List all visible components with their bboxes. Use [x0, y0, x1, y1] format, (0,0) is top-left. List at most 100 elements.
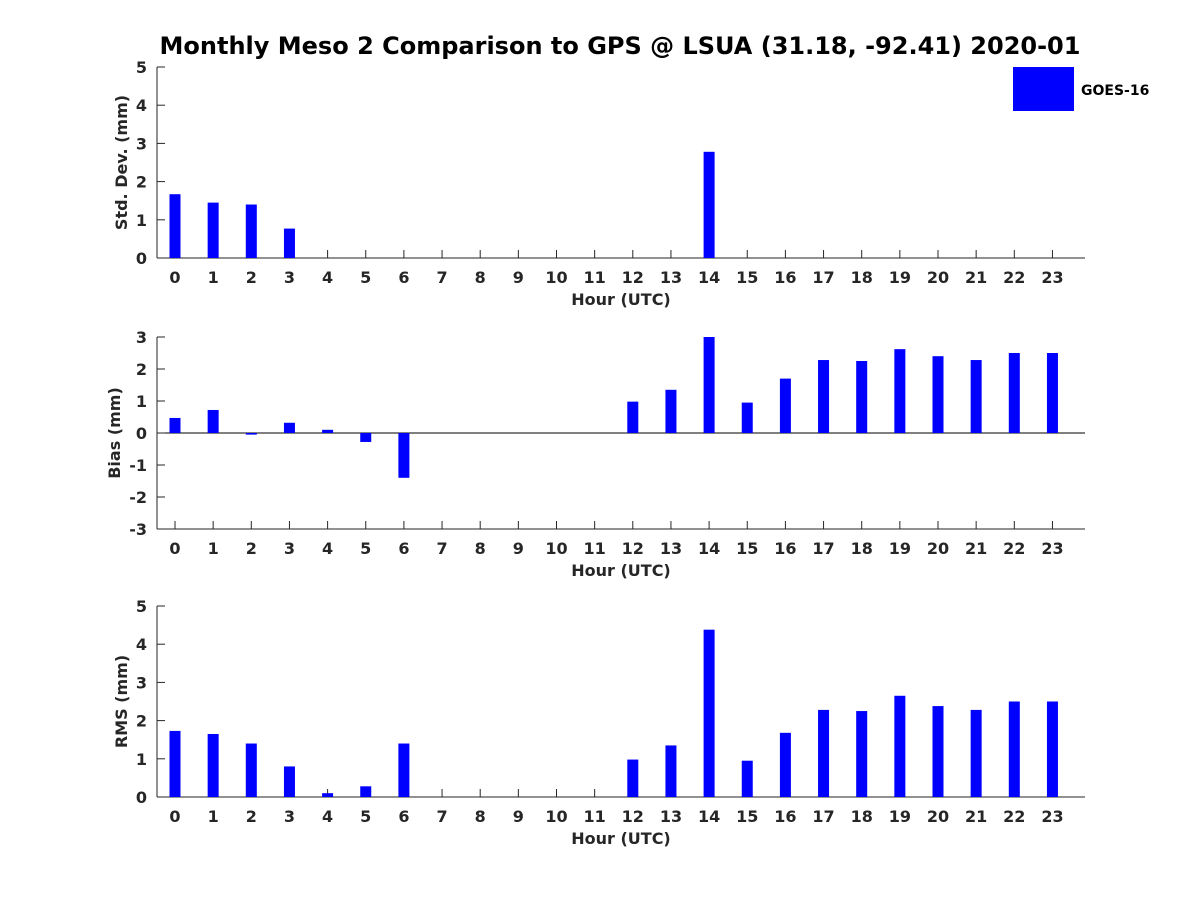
x-tick-label: 13 — [660, 807, 682, 826]
legend-swatch-goes16 — [1013, 67, 1074, 111]
chart-title: Monthly Meso 2 Comparison to GPS @ LSUA … — [160, 32, 1081, 60]
bias-bar-hour-1 — [207, 409, 219, 433]
bias-bar-hour-4 — [322, 429, 334, 433]
x-tick-label: 9 — [513, 268, 524, 287]
y-tick-label: -3 — [129, 520, 147, 539]
y-tick-label: 0 — [136, 424, 147, 443]
x-tick-label: 1 — [208, 268, 219, 287]
x-tick-label: 5 — [360, 807, 371, 826]
rms-bar-hour-2 — [245, 743, 257, 797]
rms-bar-hour-5 — [360, 786, 372, 797]
bias-bar-hour-3 — [283, 422, 295, 433]
y-axis-label: RMS (mm) — [112, 655, 131, 748]
bias-bar-hour-14 — [703, 337, 715, 433]
x-tick-label: 13 — [660, 539, 682, 558]
x-tick-label: 2 — [246, 539, 257, 558]
rms-bar-hour-15 — [741, 760, 753, 797]
bias-bar-hour-2 — [245, 433, 257, 435]
y-tick-label: 4 — [136, 635, 147, 654]
bias-bar-hour-21 — [970, 360, 982, 433]
std-dev-bar-hour-3 — [283, 228, 295, 258]
rms-bar-hour-4 — [322, 793, 334, 797]
x-tick-label: 6 — [398, 268, 409, 287]
y-tick-label: 3 — [136, 134, 147, 153]
x-tick-label: 6 — [398, 539, 409, 558]
x-tick-label: 14 — [698, 539, 720, 558]
rms-bar-hour-16 — [779, 732, 791, 797]
y-tick-label: 0 — [136, 249, 147, 268]
x-tick-label: 16 — [774, 807, 796, 826]
x-tick-label: 23 — [1041, 539, 1063, 558]
rms-bar-hour-19 — [894, 695, 906, 797]
rms-bar-hour-14 — [703, 629, 715, 797]
x-tick-label: 18 — [851, 539, 873, 558]
x-tick-label: 11 — [584, 268, 606, 287]
bias-bar-hour-23 — [1046, 353, 1058, 433]
x-tick-label: 3 — [284, 268, 295, 287]
x-tick-label: 20 — [927, 539, 949, 558]
x-tick-label: 9 — [513, 807, 524, 826]
bias-bar-hour-15 — [741, 402, 753, 433]
y-tick-label: -2 — [129, 488, 147, 507]
x-tick-label: 21 — [965, 268, 987, 287]
x-tick-label: 15 — [736, 807, 758, 826]
x-tick-label: 22 — [1003, 807, 1025, 826]
x-tick-label: 5 — [360, 539, 371, 558]
y-axis-label: Bias (mm) — [105, 387, 124, 479]
x-tick-label: 19 — [889, 807, 911, 826]
x-tick-label: 2 — [246, 268, 257, 287]
x-tick-label: 15 — [736, 539, 758, 558]
y-tick-label: 5 — [136, 58, 147, 77]
y-tick-label: 0 — [136, 788, 147, 807]
x-tick-label: 17 — [812, 807, 834, 826]
x-tick-label: 23 — [1041, 268, 1063, 287]
x-tick-label: 21 — [965, 539, 987, 558]
x-tick-label: 4 — [322, 539, 333, 558]
x-tick-label: 0 — [169, 268, 180, 287]
legend-label-goes16: GOES-16 — [1081, 83, 1149, 99]
rms-bar-hour-18 — [856, 711, 868, 797]
x-tick-label: 20 — [927, 268, 949, 287]
x-tick-label: 10 — [545, 807, 567, 826]
x-tick-label: 22 — [1003, 539, 1025, 558]
bias-bar-hour-12 — [627, 401, 639, 433]
bias-bar-hour-16 — [779, 378, 791, 433]
x-tick-label: 16 — [774, 268, 796, 287]
x-tick-label: 17 — [812, 539, 834, 558]
x-tick-label: 11 — [584, 807, 606, 826]
bias-bar-hour-13 — [665, 389, 677, 433]
rms-bar-hour-20 — [932, 706, 944, 797]
x-tick-label: 13 — [660, 268, 682, 287]
x-tick-label: 8 — [475, 539, 486, 558]
x-tick-label: 12 — [622, 268, 644, 287]
x-tick-label: 14 — [698, 807, 720, 826]
legend: GOES-16 — [1013, 67, 1149, 111]
y-tick-label: -1 — [129, 456, 147, 475]
y-tick-label: 5 — [136, 597, 147, 616]
rms-bar-hour-12 — [627, 759, 639, 797]
y-tick-label: 2 — [136, 360, 147, 379]
x-tick-label: 20 — [927, 807, 949, 826]
x-tick-label: 3 — [284, 539, 295, 558]
x-tick-label: 16 — [774, 539, 796, 558]
x-tick-label: 4 — [322, 807, 333, 826]
x-tick-label: 17 — [812, 268, 834, 287]
y-tick-label: 1 — [136, 392, 147, 411]
x-tick-label: 10 — [545, 268, 567, 287]
y-tick-label: 3 — [136, 328, 147, 347]
y-tick-label: 1 — [136, 750, 147, 769]
rms-bar-hour-21 — [970, 709, 982, 797]
bias-bar-hour-5 — [360, 433, 372, 442]
y-tick-label: 2 — [136, 712, 147, 731]
x-tick-label: 18 — [851, 268, 873, 287]
x-tick-label: 7 — [436, 268, 447, 287]
bias-bar-hour-0 — [169, 417, 181, 433]
x-tick-label: 8 — [475, 268, 486, 287]
x-tick-label: 19 — [889, 268, 911, 287]
std-dev-bar-hour-2 — [245, 204, 257, 258]
x-tick-label: 5 — [360, 268, 371, 287]
y-tick-label: 1 — [136, 211, 147, 230]
x-tick-label: 4 — [322, 268, 333, 287]
